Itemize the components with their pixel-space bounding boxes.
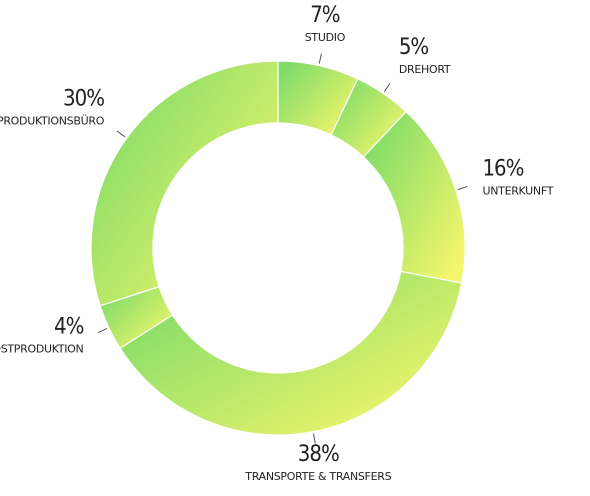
leader-line xyxy=(383,83,391,92)
leader-line xyxy=(457,186,468,191)
percent-label: 38% xyxy=(298,442,339,467)
category-label: TRANSPORTE & TRANSFERS xyxy=(244,470,391,483)
leader-line xyxy=(318,53,322,64)
category-label: POSTPRODUKTION xyxy=(0,343,84,356)
category-label: PRODUKTIONSBÜRO xyxy=(0,115,105,128)
percent-label: 30% xyxy=(63,87,104,112)
leader-line xyxy=(312,433,316,444)
category-label: UNTERKUNFT xyxy=(482,185,553,198)
leader-line xyxy=(116,130,126,138)
percent-label: 7% xyxy=(310,3,340,28)
percent-label: 5% xyxy=(399,35,429,60)
percent-label: 16% xyxy=(482,157,523,182)
donut-segment xyxy=(90,60,279,307)
donut-segment xyxy=(119,270,463,436)
leader-line xyxy=(97,328,108,334)
category-label: STUDIO xyxy=(305,31,346,44)
category-label: DREHORT xyxy=(399,63,451,76)
percent-label: 4% xyxy=(54,315,84,340)
